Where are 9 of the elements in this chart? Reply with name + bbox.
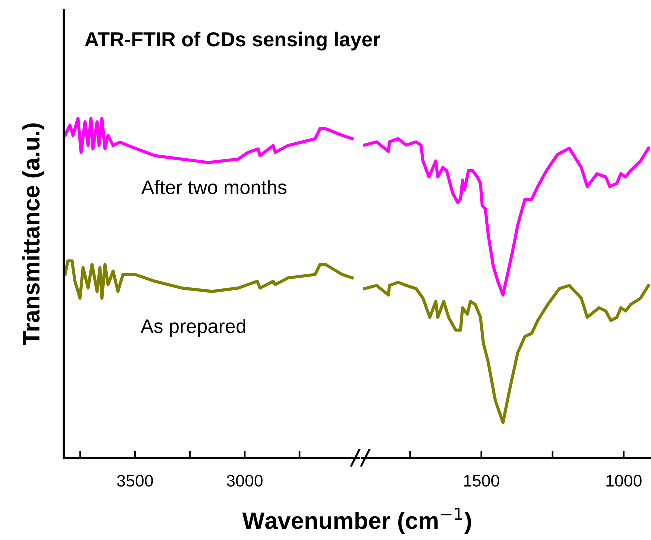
series-label: After two months (142, 180, 287, 194)
x-tick-label: 1500 (464, 475, 500, 487)
x-tick-label: 1000 (606, 475, 642, 487)
x-tick-label: 3500 (117, 475, 154, 487)
series-label: As prepared (140, 319, 246, 338)
x-tick-label: 3000 (227, 475, 263, 487)
chart-title: ATR-FTIR of CDs sensing layer (85, 32, 381, 51)
x-axis-title: Wavenumber (cm$^{−1}$) (242, 508, 472, 534)
y-axis-title: Transmittance (a.u.) (22, 124, 45, 346)
